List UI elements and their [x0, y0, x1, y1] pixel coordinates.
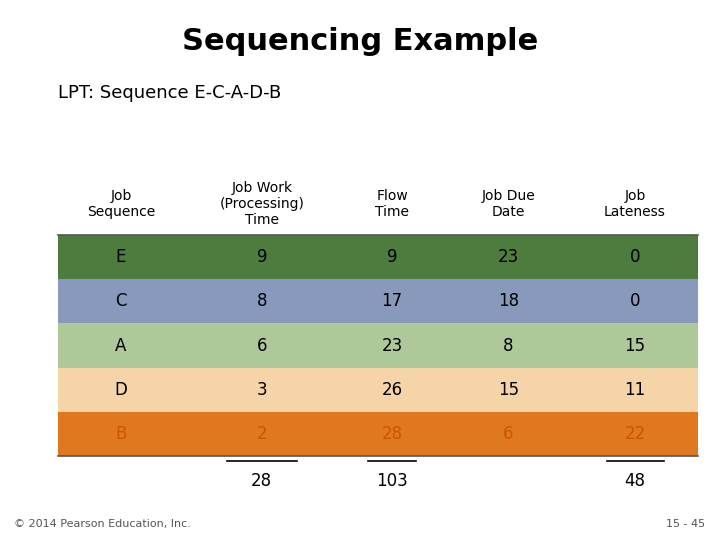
- Text: Job Work
(Processing)
Time: Job Work (Processing) Time: [220, 181, 305, 227]
- Text: D: D: [114, 381, 127, 399]
- Text: Job
Sequence: Job Sequence: [87, 189, 155, 219]
- Bar: [58, 412, 698, 456]
- Text: 15: 15: [498, 381, 519, 399]
- Text: © 2014 Pearson Education, Inc.: © 2014 Pearson Education, Inc.: [14, 519, 192, 529]
- Text: Job
Lateness: Job Lateness: [604, 189, 666, 219]
- Text: 18: 18: [498, 292, 519, 310]
- Text: Sequencing Example: Sequencing Example: [182, 27, 538, 56]
- Bar: [58, 235, 698, 279]
- Text: 8: 8: [256, 292, 267, 310]
- Text: 28: 28: [382, 425, 402, 443]
- Text: 28: 28: [251, 471, 272, 490]
- Text: B: B: [115, 425, 127, 443]
- Text: Job Due
Date: Job Due Date: [482, 189, 535, 219]
- Bar: [58, 323, 698, 368]
- Bar: [58, 279, 698, 323]
- Text: 23: 23: [498, 248, 519, 266]
- Text: 3: 3: [256, 381, 267, 399]
- Text: E: E: [116, 248, 126, 266]
- Bar: [58, 368, 698, 412]
- Text: 15: 15: [624, 336, 646, 355]
- Text: 8: 8: [503, 336, 513, 355]
- Text: 9: 9: [387, 248, 397, 266]
- Text: 6: 6: [256, 336, 267, 355]
- Text: 6: 6: [503, 425, 513, 443]
- Text: 103: 103: [377, 471, 408, 490]
- Text: 22: 22: [624, 425, 646, 443]
- Text: C: C: [115, 292, 127, 310]
- Text: 23: 23: [382, 336, 402, 355]
- Text: LPT: Sequence E-C-A-D-B: LPT: Sequence E-C-A-D-B: [58, 84, 281, 102]
- Text: 26: 26: [382, 381, 402, 399]
- Text: 2: 2: [256, 425, 267, 443]
- Text: 9: 9: [256, 248, 267, 266]
- Text: 17: 17: [382, 292, 402, 310]
- Text: A: A: [115, 336, 127, 355]
- Text: 15 - 45: 15 - 45: [667, 519, 706, 529]
- Text: 48: 48: [624, 471, 646, 490]
- Text: 0: 0: [630, 248, 640, 266]
- Text: Flow
Time: Flow Time: [375, 189, 409, 219]
- Text: 11: 11: [624, 381, 646, 399]
- Text: 0: 0: [630, 292, 640, 310]
